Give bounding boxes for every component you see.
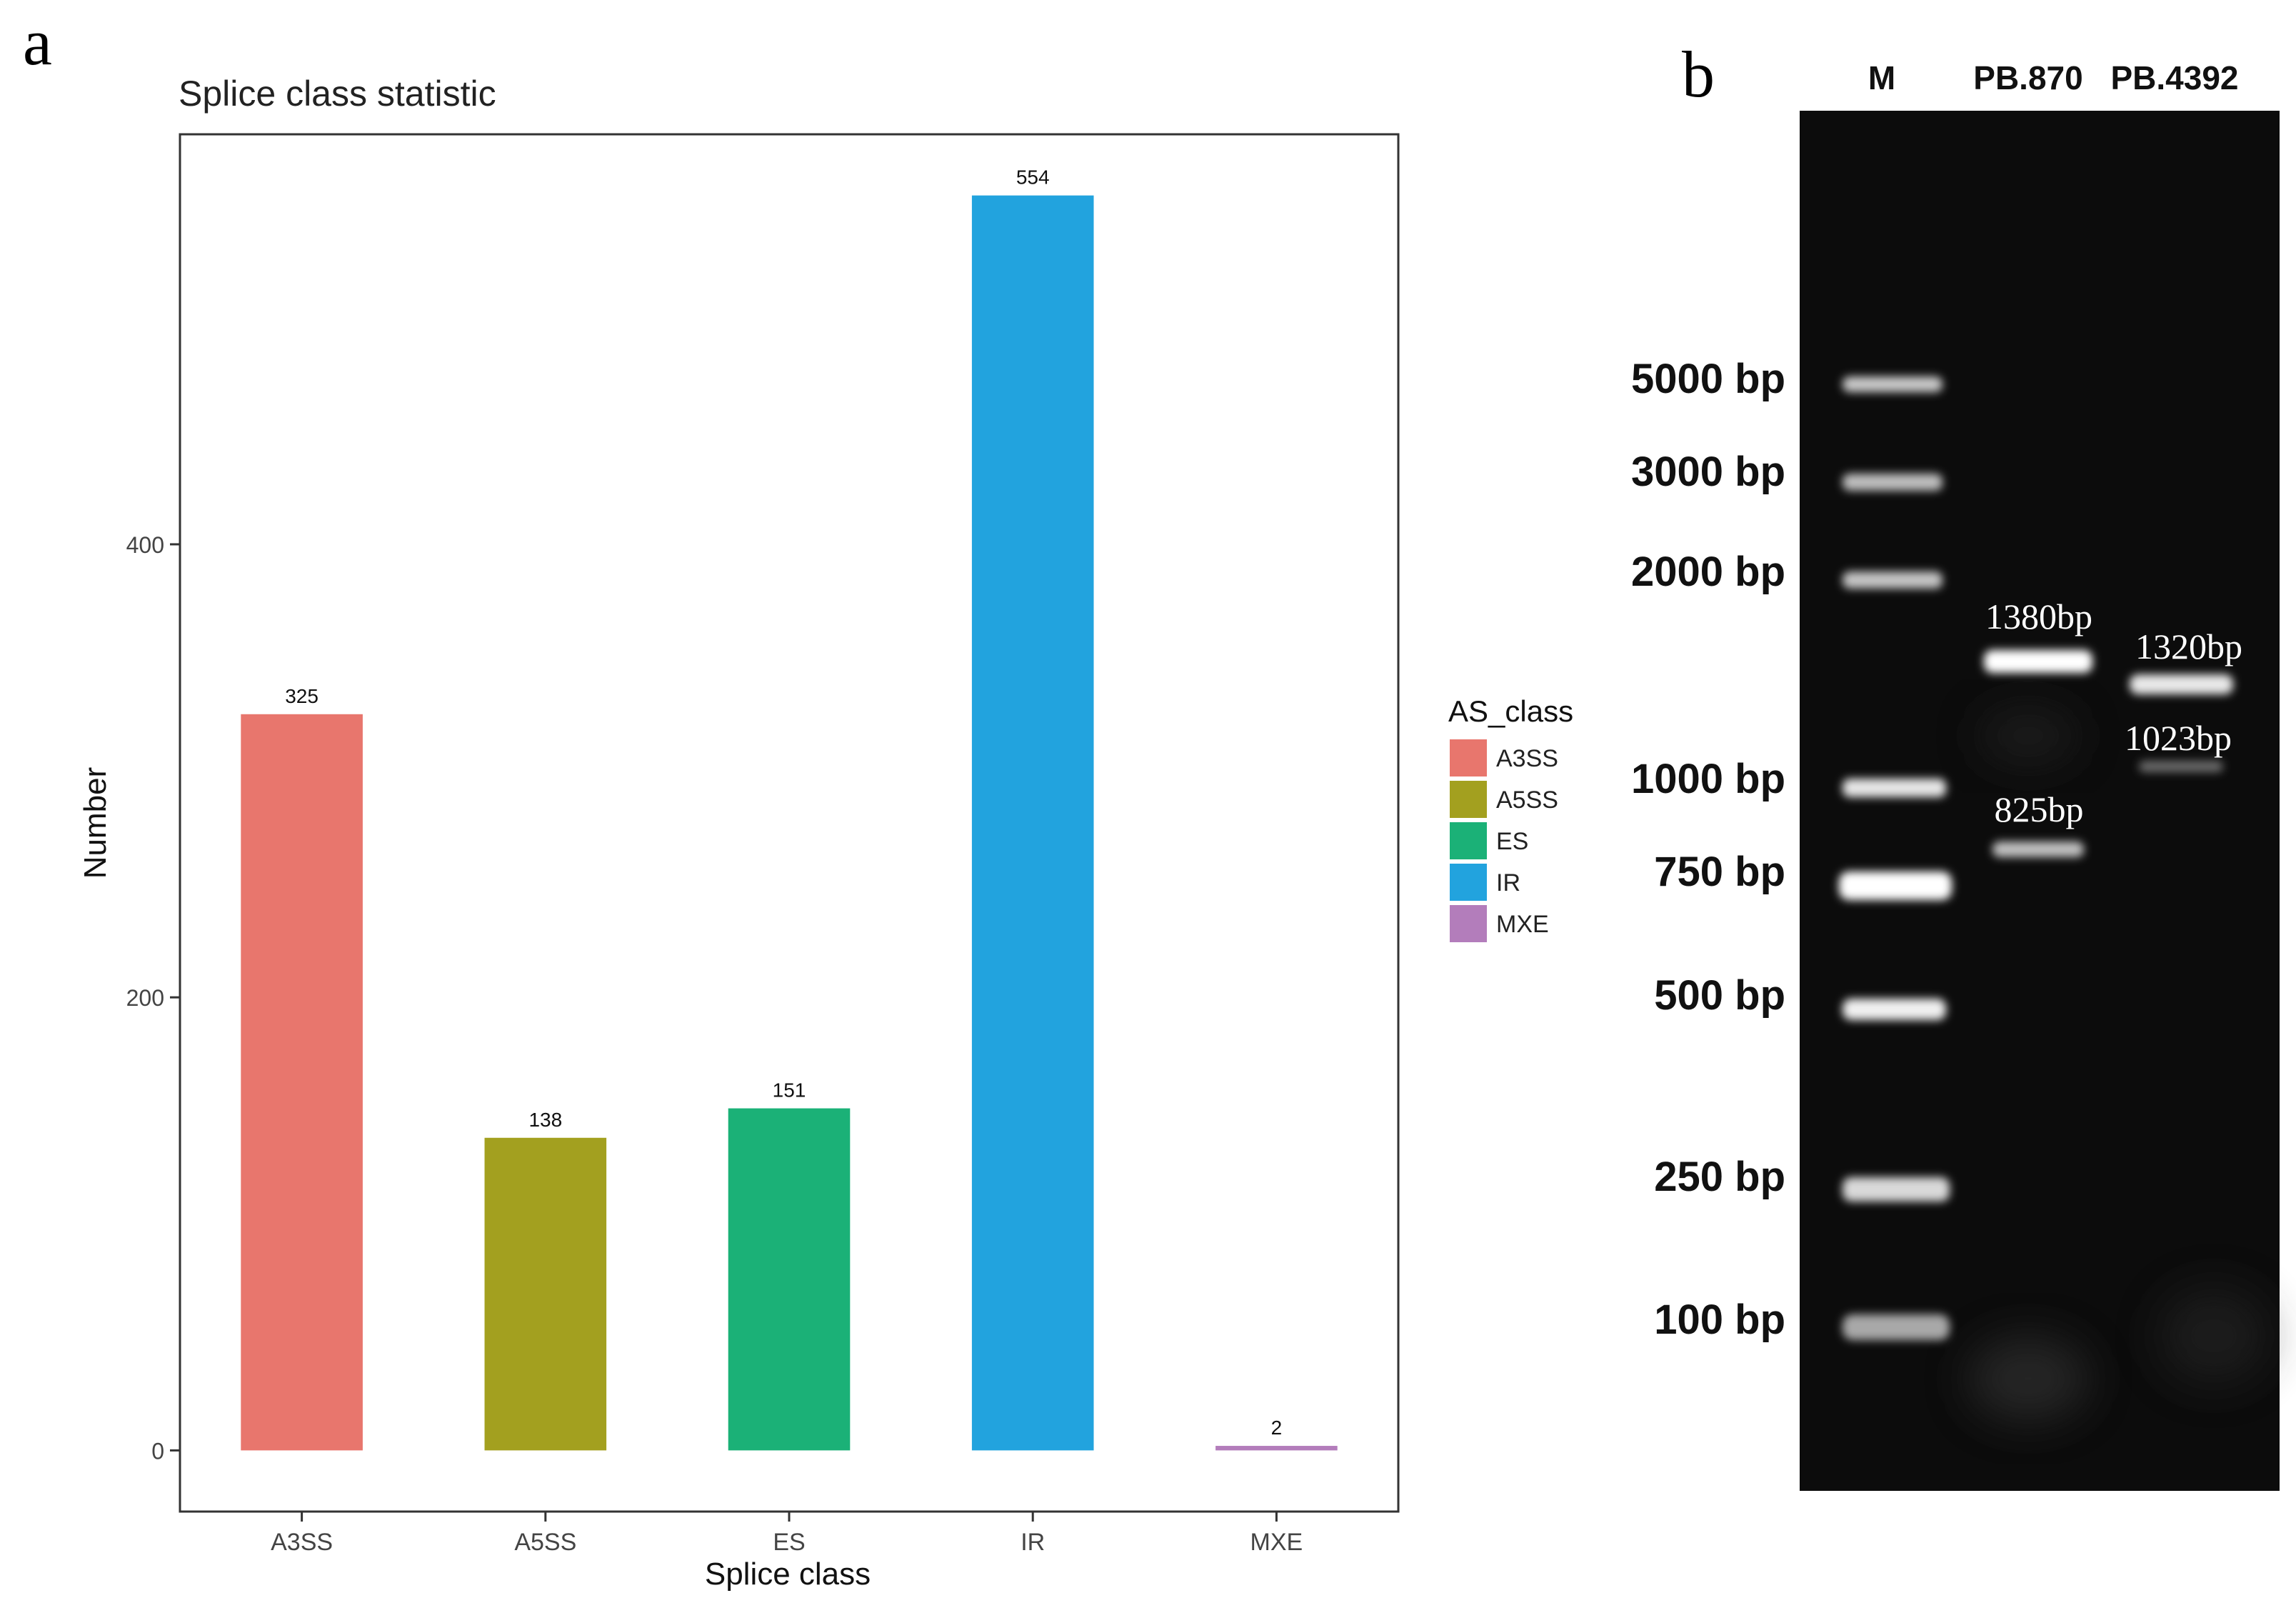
band-1380 (1984, 650, 2092, 673)
bars-group: 325 138 151 554 2 (241, 166, 1338, 1451)
marker-label-5000: 5000 bp (1631, 356, 1785, 402)
bar-value-label: 151 (773, 1079, 806, 1102)
lane-labels: M PB.870 PB.4392 (1868, 59, 2239, 96)
marker-label-1000: 1000 bp (1631, 756, 1785, 802)
legend-swatch-ir (1450, 864, 1487, 901)
panel-b: b M PB.870 PB.4392 5000 bp 3000 bp 2000 … (1631, 38, 2280, 1491)
ladder-band-100 (1843, 1314, 1950, 1340)
ladder-band-3000 (1843, 474, 1942, 491)
ladder-band-500 (1843, 999, 1946, 1020)
x-tick-label: A5SS (514, 1529, 576, 1556)
legend-title: AS_class (1448, 694, 1573, 728)
marker-lane (1839, 376, 1952, 1340)
bar-value-label: 325 (285, 685, 319, 707)
x-tick-label: MXE (1250, 1529, 1303, 1556)
marker-label-750: 750 bp (1654, 849, 1785, 895)
y-tick-label: 400 (126, 532, 164, 558)
panel-a: a Splice class statistic 0 200 400 325 138 1… (23, 6, 1573, 1592)
chart-title: Splice class statistic (179, 74, 496, 114)
marker-label-250: 250 bp (1654, 1154, 1785, 1200)
lane-pb4392 (2130, 674, 2233, 772)
band-label-1320: 1320bp (2135, 626, 2242, 666)
bar-value-label: 138 (528, 1109, 562, 1131)
legend-swatch-mxe (1450, 905, 1487, 942)
marker-label-2000: 2000 bp (1631, 549, 1785, 595)
lane-pb870 (1984, 650, 2092, 857)
bar-a5ss (484, 1137, 607, 1451)
legend: AS_class A3SS A5SS ES IR MXE (1448, 694, 1573, 942)
ladder-band-750 (1839, 872, 1952, 900)
y-tick-label: 200 (126, 985, 164, 1011)
ladder-band-250 (1843, 1177, 1950, 1202)
bar-value-label: 2 (1271, 1417, 1283, 1439)
legend-swatch-a3ss (1450, 739, 1487, 776)
y-tick-label: 0 (151, 1438, 164, 1464)
legend-label-mxe: MXE (1496, 911, 1549, 938)
ladder-band-1000 (1843, 779, 1946, 797)
band-label-1023: 1023bp (2125, 718, 2232, 758)
bar-es (728, 1108, 851, 1451)
legend-swatch-es (1450, 822, 1487, 859)
legend-label-a3ss: A3SS (1496, 745, 1558, 772)
legend-label-ir: IR (1496, 869, 1520, 897)
marker-label-500: 500 bp (1654, 972, 1785, 1019)
x-axis-label: Splice class (705, 1557, 871, 1592)
bar-value-label: 554 (1016, 166, 1050, 189)
y-axis-label: Number (78, 767, 113, 879)
legend-swatch-a5ss (1450, 781, 1487, 818)
lane-label-pb4392: PB.4392 (2110, 59, 2238, 96)
bar-ir (971, 195, 1094, 1451)
marker-label-3000: 3000 bp (1631, 449, 1785, 495)
ladder-band-2000 (1843, 571, 1942, 589)
band-label-1380: 1380bp (1985, 596, 2092, 636)
x-axis: A3SS A5SS ES IR MXE (271, 1512, 1303, 1556)
marker-size-labels: 5000 bp 3000 bp 2000 bp 1000 bp 750 bp 5… (1631, 356, 1785, 1343)
marker-label-100: 100 bp (1654, 1297, 1785, 1343)
gel-smear (2157, 1286, 2271, 1386)
x-tick-label: IR (1021, 1529, 1045, 1556)
band-1023 (2139, 761, 2223, 772)
x-tick-label: A3SS (271, 1529, 333, 1556)
band-825 (1992, 842, 2084, 857)
band-label-825: 825bp (1995, 789, 2084, 829)
panel-a-label: a (23, 6, 52, 79)
legend-label-a5ss: A5SS (1496, 786, 1558, 814)
gel-background (1800, 111, 2280, 1491)
ladder-band-5000 (1843, 376, 1942, 392)
bar-a3ss (241, 714, 363, 1451)
x-tick-label: ES (773, 1529, 805, 1556)
gel-image: 1380bp 825bp 1320bp 1023bp (1800, 111, 2280, 1491)
legend-label-es: ES (1496, 828, 1528, 855)
y-axis: 0 200 400 (126, 532, 180, 1464)
legend-items: A3SS A5SS ES IR MXE (1450, 739, 1558, 942)
lane-label-m: M (1868, 59, 1895, 96)
lane-label-pb870: PB.870 (1973, 59, 2082, 96)
band-1320 (2130, 674, 2233, 694)
gel-smear (1978, 707, 2078, 764)
bar-mxe (1215, 1446, 1338, 1451)
panel-b-label: b (1682, 38, 1715, 111)
gel-smear (1967, 1336, 2089, 1422)
